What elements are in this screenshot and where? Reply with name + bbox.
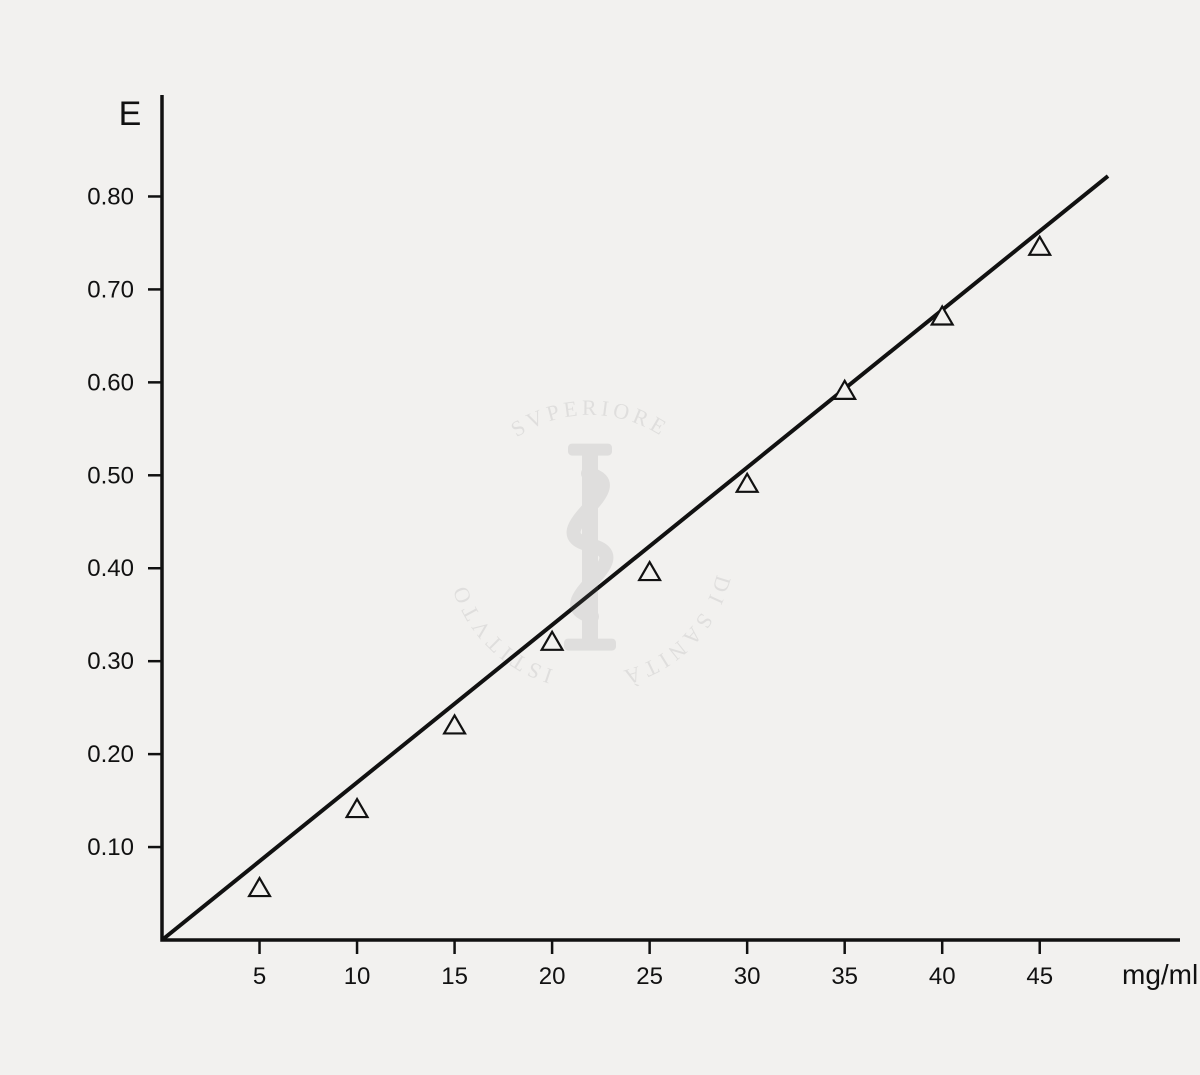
x-tick-label: 35	[831, 963, 858, 990]
data-point	[737, 474, 758, 492]
x-tick-label: 40	[929, 963, 956, 990]
y-tick-label: 0.30	[87, 648, 134, 675]
x-tick-label: 15	[441, 963, 468, 990]
y-tick-label: 0.50	[87, 462, 134, 489]
axes	[162, 95, 1180, 940]
data-point	[249, 878, 270, 896]
y-tick-label: 0.20	[87, 741, 134, 768]
y-tick-label: 0.40	[87, 555, 134, 582]
x-tick-label: 20	[539, 963, 566, 990]
x-tick-label: 30	[734, 963, 761, 990]
regression-line	[162, 176, 1108, 940]
y-tick-label: 0.60	[87, 369, 134, 396]
data-point	[542, 632, 563, 650]
y-tick-label: 0.70	[87, 276, 134, 303]
data-point	[347, 799, 368, 817]
data-point	[639, 562, 660, 580]
x-tick-label: 25	[636, 963, 663, 990]
x-tick-label: 45	[1026, 963, 1053, 990]
x-axis-title: mg/ml	[1122, 959, 1198, 990]
data-point	[444, 715, 465, 733]
y-tick-label: 0.10	[87, 834, 134, 861]
calibration-chart: 5 10 15 20 25 30 35 40 45 0.10 0.20 0.30 0.40 0.50 0.6…	[0, 0, 1200, 1070]
y-axis-title: E	[119, 95, 142, 133]
x-tick-label: 10	[344, 963, 371, 990]
y-tick-label: 0.80	[87, 183, 134, 210]
x-tick-label: 5	[253, 963, 266, 990]
